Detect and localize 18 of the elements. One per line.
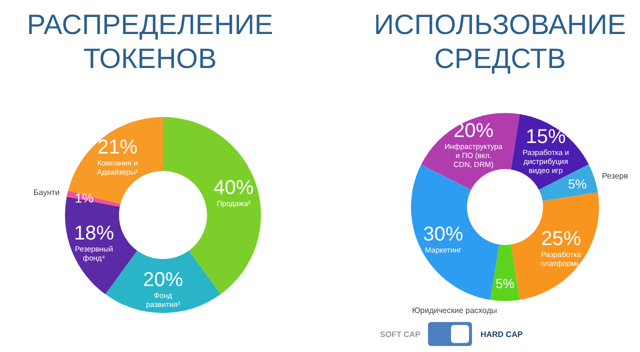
data-label: 40% bbox=[214, 177, 254, 200]
chart-title: ИСПОЛЬЗОВАНИЕ СРЕДСТВ bbox=[372, 8, 628, 76]
data-label: 20% bbox=[142, 269, 184, 292]
chart-title: РАСПРЕДЕЛЕНИЕ ТОКЕНОВ bbox=[26, 8, 274, 76]
slice-label: Резерв bbox=[602, 171, 628, 180]
data-label: 18% bbox=[74, 222, 114, 244]
text: SOFT CAP bbox=[380, 330, 420, 338]
data-label: 21% bbox=[97, 136, 138, 158]
slice-label: Баунти bbox=[33, 188, 60, 197]
donut-slice bbox=[490, 244, 520, 301]
data-label: 5% bbox=[568, 176, 588, 192]
data-label: 25% bbox=[541, 228, 582, 250]
data-label: 30% bbox=[423, 223, 464, 246]
data-label: 5% bbox=[496, 276, 515, 292]
donut-slice bbox=[68, 117, 163, 204]
text: HARD CAP bbox=[480, 330, 523, 338]
slice-label: Юридические расходы bbox=[412, 306, 498, 315]
data-label: 15% bbox=[526, 126, 566, 148]
